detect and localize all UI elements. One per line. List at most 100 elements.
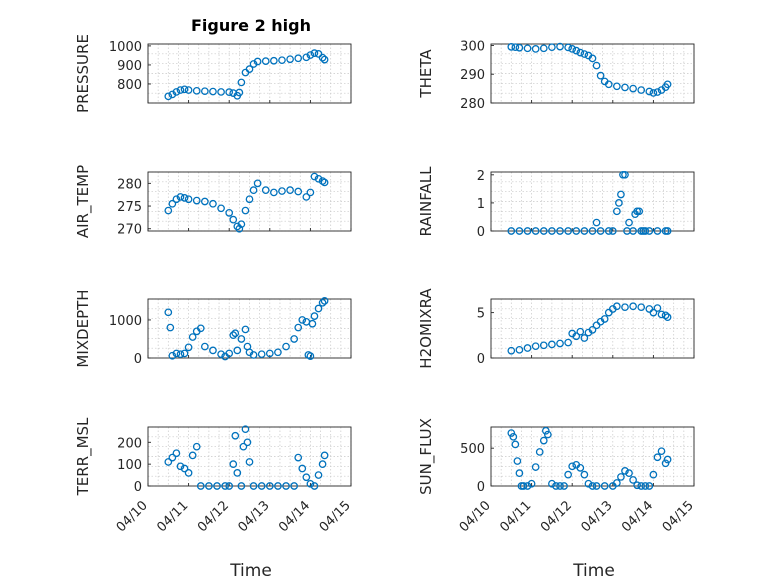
- data-point: [318, 298, 327, 307]
- data-point: [580, 227, 589, 235]
- data-point: [176, 350, 185, 359]
- y-axis-label: PRESSURE: [74, 34, 92, 113]
- data-point: [629, 476, 637, 484]
- data-point: [523, 227, 532, 235]
- data-point: [513, 457, 522, 465]
- data-point: [617, 473, 625, 481]
- data-point: [621, 83, 629, 92]
- data-point: [249, 351, 258, 359]
- x-tick-label: 04/12: [195, 498, 232, 535]
- y-tick-label: 0: [134, 480, 142, 495]
- data-point: [233, 222, 242, 231]
- data-point: [176, 462, 185, 471]
- data-point: [184, 195, 193, 204]
- data-point: [531, 342, 540, 351]
- data-point: [241, 325, 250, 334]
- data-point: [235, 224, 244, 233]
- data-point: [539, 227, 548, 235]
- data-point: [168, 453, 177, 462]
- data-point: [641, 227, 650, 235]
- data-point: [290, 482, 299, 490]
- y-tick-label: 1000: [109, 314, 142, 329]
- data-point: [229, 215, 238, 224]
- x-tick-label: 04/14: [276, 498, 313, 535]
- data-point: [621, 467, 629, 475]
- y-tick-label: 500: [460, 442, 485, 457]
- data-point: [629, 84, 637, 93]
- data-point: [548, 340, 556, 349]
- data-point: [592, 482, 601, 490]
- panel-sun_flux: 0 500 SUN_FLUX 04/10 04/11 04/12 04/13 04/14 04/…: [417, 418, 697, 535]
- data-point: [257, 482, 266, 490]
- data-point: [576, 463, 585, 472]
- data-point: [592, 321, 601, 330]
- data-point: [184, 469, 193, 477]
- data-point: [243, 438, 252, 447]
- data-point: [531, 463, 540, 471]
- data-point: [649, 308, 658, 317]
- y-axis-label: RAINFALL: [417, 166, 435, 237]
- x-tick-label: 04/12: [538, 498, 575, 535]
- data-point: [580, 334, 589, 342]
- data-point: [237, 220, 246, 229]
- data-point: [176, 86, 185, 94]
- data-point: [641, 482, 650, 490]
- data-point: [257, 350, 266, 359]
- data-point: [253, 57, 262, 66]
- x-tick-label: 04/14: [619, 498, 656, 535]
- data-point: [653, 304, 662, 312]
- panel-air_temp: 270 275 280 AIR_TEMP: [74, 165, 352, 238]
- panel-rainfall: 0 1 2 RAINFALL: [417, 166, 695, 240]
- x-tick-label: 04/13: [236, 498, 273, 535]
- y-axis-label: H2OMIXRA: [417, 288, 435, 369]
- y-tick-label: 300: [460, 39, 485, 54]
- data-point: [233, 346, 242, 355]
- data-point: [217, 88, 225, 96]
- y-tick-label: 290: [460, 68, 485, 83]
- data-point: [192, 86, 201, 95]
- data-point: [298, 316, 307, 324]
- data-point: [192, 196, 201, 205]
- data-point: [310, 482, 319, 490]
- data-point: [239, 442, 248, 451]
- data-point: [209, 346, 217, 355]
- figure-title: Figure 2 high: [191, 16, 311, 35]
- data-point: [531, 45, 540, 53]
- data-point: [539, 436, 548, 445]
- data-point: [576, 327, 585, 336]
- data-point: [507, 43, 516, 51]
- x-tick-label: 04/11: [154, 498, 191, 535]
- data-point: [200, 87, 209, 96]
- data-point: [588, 326, 597, 334]
- data-point: [172, 449, 181, 458]
- data-point: [166, 323, 175, 332]
- data-point: [245, 65, 254, 73]
- data-point: [196, 324, 205, 333]
- data-point: [306, 51, 315, 59]
- data-point: [556, 227, 564, 235]
- y-tick-label: 100: [117, 458, 142, 473]
- data-point: [314, 50, 323, 58]
- data-point: [294, 323, 303, 332]
- data-point: [282, 482, 290, 490]
- data-point: [245, 458, 254, 466]
- data-point: [541, 426, 550, 435]
- axes-box: [490, 43, 695, 104]
- data-point: [617, 190, 625, 199]
- data-point: [200, 342, 209, 351]
- data-point: [509, 432, 518, 441]
- data-point: [556, 482, 564, 490]
- y-tick-label: 5: [477, 307, 485, 322]
- data-point: [274, 348, 282, 357]
- data-point: [661, 311, 670, 320]
- x-axis-label-right: Time: [572, 561, 615, 581]
- data-point: [572, 227, 581, 235]
- panel-mixdepth: 0 1000 MIXDEPTH: [74, 289, 352, 368]
- data-point: [265, 482, 274, 490]
- data-point: [298, 464, 307, 473]
- data-point: [507, 429, 516, 437]
- data-point: [507, 227, 516, 235]
- data-point: [511, 43, 520, 52]
- data-point: [548, 227, 556, 235]
- data-point: [302, 53, 311, 62]
